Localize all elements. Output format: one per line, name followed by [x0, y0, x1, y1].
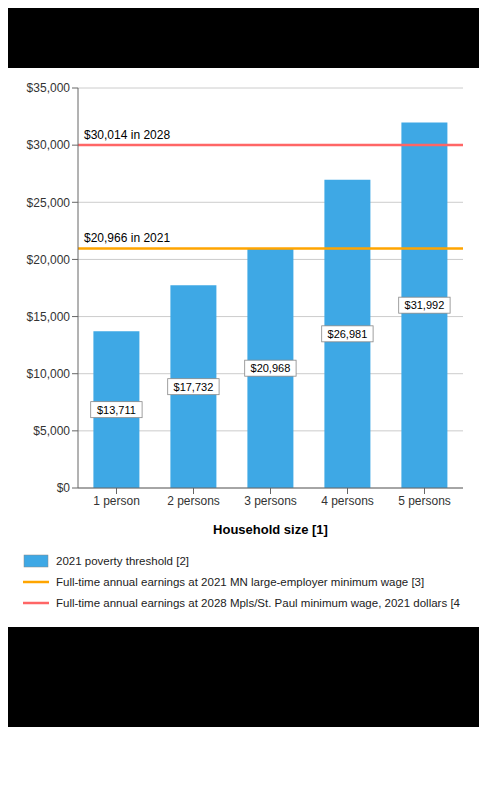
svg-text:$15,000: $15,000	[27, 310, 71, 324]
svg-text:$17,732: $17,732	[174, 381, 214, 393]
svg-text:$10,000: $10,000	[27, 367, 71, 381]
svg-text:$20,000: $20,000	[27, 253, 71, 267]
svg-text:$13,711: $13,711	[97, 404, 136, 416]
svg-text:$30,000: $30,000	[27, 138, 71, 152]
svg-text:$35,000: $35,000	[27, 81, 71, 95]
html-text:2021 poverty threshold [2]: 2021 poverty threshold [2]	[56, 555, 189, 567]
svg-text:$20,966 in 2021: $20,966 in 2021	[84, 231, 170, 245]
svg-text:Household size [1]: Household size [1]	[213, 522, 328, 537]
svg-text:$25,000: $25,000	[27, 196, 71, 210]
svg-text:$26,981: $26,981	[328, 328, 368, 340]
html-text:Full-time annual earnings at 2: Full-time annual earnings at 2028 Mpls/S…	[56, 597, 460, 609]
svg-text:4 persons: 4 persons	[321, 494, 374, 508]
svg-text:1 person: 1 person	[93, 494, 140, 508]
html-text:Full-time annual earnings at 2: Full-time annual earnings at 2021 MN lar…	[56, 576, 425, 588]
svg-text:3 persons: 3 persons	[244, 494, 297, 508]
svg-text:$5,000: $5,000	[33, 424, 70, 438]
svg-text:$0: $0	[57, 481, 71, 495]
svg-text:$20,968: $20,968	[251, 362, 291, 374]
svg-text:$30,014 in 2028: $30,014 in 2028	[84, 128, 170, 142]
svg-text:$31,992: $31,992	[405, 299, 445, 311]
svg-text:2 persons: 2 persons	[167, 494, 220, 508]
svg-text:5 persons: 5 persons	[398, 494, 451, 508]
